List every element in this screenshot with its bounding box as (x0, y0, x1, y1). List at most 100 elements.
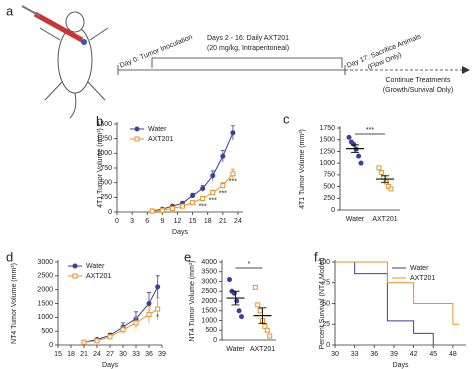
x-tick-label: 36 (370, 351, 378, 358)
marker (146, 312, 152, 318)
axis-line (116, 122, 243, 213)
marker (267, 333, 273, 339)
y-axis-label: NT4 Tumor Volume (mm³) (189, 261, 196, 342)
marker (358, 160, 364, 166)
legend-label: AXT201 (148, 136, 173, 143)
y-tick-label: 1500 (96, 121, 112, 128)
y-tick-label: 0 (49, 342, 53, 349)
y-tick-label: 3000 (37, 259, 53, 266)
timeline (117, 57, 470, 75)
y-tick-label: 1000 (96, 150, 112, 157)
marker (134, 136, 140, 142)
marker (383, 179, 389, 185)
y-tick-label: 25 (322, 321, 330, 328)
y-tick-label: 100 (318, 259, 330, 266)
y-axis-label: 4T1 Tumor Volume (mm³) (97, 128, 104, 208)
x-tick-label: 6 (145, 218, 149, 225)
significance: *** (366, 127, 374, 134)
y-tick-label: 1000 (319, 160, 335, 167)
x-tick-label: 39 (158, 351, 166, 358)
x-axis-label: Days (102, 362, 118, 369)
marker (264, 327, 270, 333)
marker (149, 208, 155, 214)
legend-label: Water (410, 265, 429, 272)
x-tick-label: 30 (331, 351, 339, 358)
x-tick-label: 15 (54, 351, 62, 358)
y-tick-label: 0 (108, 209, 112, 216)
y-tick-label: 750 (100, 165, 112, 172)
series-line (152, 132, 234, 212)
x-tick-label: 33 (351, 351, 359, 358)
marker (255, 302, 261, 308)
y-tick-label: 750 (323, 172, 335, 179)
marker (227, 277, 232, 283)
y-axis-label: NT4 Tumor Volume (mm³) (11, 263, 18, 344)
survival-curve (335, 261, 460, 325)
y-tick-label: 4000 (201, 259, 217, 266)
sem-bar (381, 175, 389, 183)
x-axis-label: Days (172, 229, 188, 236)
timeline-label: Day 0: Tumor Inoculation (119, 34, 194, 70)
legend-label: Water (86, 263, 105, 270)
x-tick-label: 3 (130, 218, 134, 225)
mouse-illustration (21, 5, 109, 119)
marker (346, 134, 352, 140)
survival-curve (335, 261, 434, 345)
y-tick-label: 2500 (201, 288, 217, 295)
marker (155, 306, 161, 312)
panel-letter: a (6, 3, 14, 18)
y-tick-label: 2000 (37, 287, 53, 294)
y-tick-label: 1250 (319, 148, 335, 155)
marker (155, 284, 161, 290)
marker (72, 273, 78, 279)
y-axis-label: Percent Survival (NT4 Model) (319, 258, 326, 350)
sem-bar (351, 144, 359, 153)
x-tick-label: 36 (145, 351, 153, 358)
marker (239, 314, 244, 320)
marker (236, 308, 242, 314)
marker (378, 170, 384, 176)
y-tick-label: 2500 (37, 273, 53, 280)
y-axis-label: 4T1 Tumor Volume (mm³) (299, 129, 306, 209)
marker (190, 193, 196, 199)
marker (376, 165, 382, 171)
x-tick-label: 30 (119, 351, 127, 358)
y-tick-label: 1500 (201, 308, 217, 315)
x-tick-label: 15 (189, 218, 197, 225)
x-tick-label: 24 (93, 351, 101, 358)
y-tick-label: 75 (322, 280, 330, 287)
marker (210, 173, 216, 179)
y-tick-label: 3500 (201, 269, 217, 276)
panel-letter: e (184, 249, 191, 264)
marker (133, 320, 139, 326)
significance: *** (209, 197, 217, 204)
marker (388, 186, 394, 192)
marker (72, 263, 78, 269)
y-tick-label: 250 (323, 195, 335, 202)
marker (146, 301, 152, 306)
marker (120, 327, 126, 333)
significance: *** (219, 190, 227, 197)
x-tick-label: AXT201 (250, 346, 275, 353)
x-tick-label: 48 (449, 351, 457, 358)
x-tick-label: 33 (132, 351, 140, 358)
x-tick-label: 39 (390, 351, 398, 358)
marker (220, 153, 226, 159)
x-tick-label: 24 (234, 218, 242, 225)
significance: * (248, 261, 251, 268)
marker (210, 190, 216, 196)
legend-label: Water (148, 126, 167, 133)
y-tick-label: 1000 (201, 317, 217, 324)
marker (159, 207, 165, 213)
y-tick-label: 500 (41, 328, 53, 335)
timeline-label: (Growth/Survival Only) (383, 87, 453, 94)
y-tick-label: 500 (205, 327, 217, 334)
x-tick-label: 18 (67, 351, 75, 358)
marker (257, 308, 263, 314)
significance: * (156, 314, 159, 321)
timeline-label: Days 2 - 16: Daily AXT201 (207, 35, 289, 42)
panel-letter: f (314, 249, 318, 264)
y-tick-label: 1750 (319, 125, 335, 132)
x-axis-label: Days (393, 362, 409, 369)
